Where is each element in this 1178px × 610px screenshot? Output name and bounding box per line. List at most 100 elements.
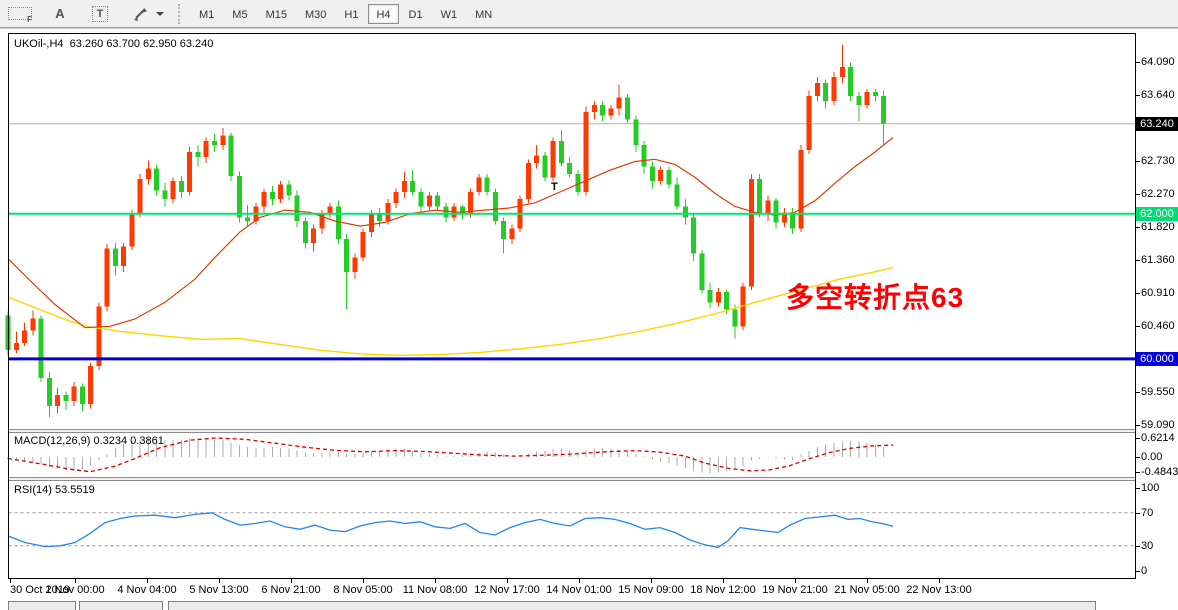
price-badge-60.000[interactable]: 60.000: [1136, 351, 1178, 366]
panel-divider-2[interactable]: [8, 477, 1136, 481]
candle-body: [178, 181, 184, 192]
candle-body: [96, 306, 102, 367]
tf-button-M5[interactable]: M5: [232, 8, 248, 21]
chart-annotation-text[interactable]: 多空转折点63: [786, 282, 965, 313]
arrow-objects-icon[interactable]: [128, 3, 152, 25]
tf-button-W1[interactable]: W1: [440, 8, 458, 21]
candle-body: [575, 173, 581, 192]
candle-body: [261, 191, 267, 207]
candlestick-series: [5, 44, 887, 418]
candle-body: [344, 239, 350, 272]
price-badge-63.240: 63.240: [1136, 116, 1178, 131]
candle-body: [864, 91, 870, 105]
rsi-axis-label: 100: [1141, 482, 1160, 494]
bottom-tab-1[interactable]: [8, 601, 76, 610]
candle-body: [220, 135, 226, 145]
candle-body: [71, 386, 77, 402]
tf-button-D1[interactable]: D1: [408, 8, 423, 21]
bottom-tab-2[interactable]: [79, 601, 163, 610]
candle-body: [591, 104, 597, 113]
candle-body: [757, 178, 763, 214]
price-axis-label: 61.360: [1141, 254, 1175, 267]
price-badge-62.000[interactable]: 62.000: [1136, 206, 1178, 221]
candle-body: [773, 200, 779, 223]
price-axis-tick: [1136, 391, 1140, 393]
price-axis-tick: [1136, 194, 1140, 196]
time-axis-label: 30 Oct 2019: [10, 584, 70, 596]
candle-body: [112, 248, 118, 267]
candle-body: [443, 206, 449, 218]
time-axis-tick: [579, 579, 580, 583]
candle-body: [154, 168, 160, 191]
candle-body: [823, 83, 829, 102]
candle-body: [203, 141, 209, 158]
dropdown-caret-icon[interactable]: [156, 11, 164, 16]
ma-slow-line: [7, 266, 894, 357]
candle-body: [79, 386, 85, 404]
time-axis-label: 18 Nov 12:00: [690, 584, 756, 596]
tf-button-H1[interactable]: H1: [344, 8, 359, 21]
macd-axis-tick: [1136, 437, 1140, 439]
time-axis-label: 1 Nov 00:00: [45, 584, 105, 596]
timeframe-buttons: M1 M5 M15 M30 H1 H4 D1 W1 MN: [190, 3, 501, 24]
time-axis-tick: [291, 579, 292, 583]
text-tool-icon[interactable]: T: [88, 3, 112, 25]
candle-body: [121, 246, 127, 267]
candle-body: [798, 149, 804, 229]
time-axis-label: 11 Nov 08:00: [402, 584, 468, 596]
candle-body: [63, 395, 69, 402]
candle-body: [22, 330, 28, 343]
time-axis-tick: [219, 579, 220, 583]
time-axis-label: 14 Nov 01:00: [546, 584, 612, 596]
time-axis-tick: [795, 579, 796, 583]
label-tool-icon[interactable]: A: [55, 6, 65, 21]
candle-body: [848, 67, 854, 97]
macd-axis-tick: [1136, 471, 1140, 473]
tf-button-MN[interactable]: MN: [475, 8, 493, 21]
rsi-axis-tick: [1136, 570, 1140, 572]
candle-body: [162, 190, 168, 200]
candle-body: [30, 318, 36, 331]
candle-body: [748, 178, 754, 287]
candle-body: [286, 184, 292, 196]
time-axis-label: 19 Nov 21:00: [762, 584, 828, 596]
tf-button-M1[interactable]: M1: [199, 8, 215, 21]
candle-body: [145, 168, 151, 179]
candle-body: [104, 248, 110, 307]
candle-body: [468, 191, 474, 214]
rsi-axis-label: 30: [1141, 539, 1154, 552]
candle-body: [658, 170, 664, 182]
candle-body: [534, 155, 540, 163]
price-axis-tick: [1136, 62, 1140, 63]
fibo-tool-icon[interactable]: F: [8, 3, 32, 25]
chart-window: UKOil-,H4 63.260 63.700 62.950 63.240 MA…: [0, 29, 1178, 610]
price-axis-tick: [1136, 260, 1140, 262]
time-axis-tick: [363, 579, 364, 583]
tf-button-M30[interactable]: M30: [304, 8, 327, 21]
price-axis-label: 62.270: [1141, 188, 1175, 201]
candle-body: [484, 177, 490, 192]
macd-axis-label: 0.6214: [1141, 431, 1175, 444]
candle-body: [195, 152, 201, 158]
candle-body: [509, 228, 515, 240]
chart-canvas[interactable]: [0, 29, 1178, 610]
candle-body: [715, 292, 721, 303]
candle-body: [707, 289, 713, 303]
price-axis-label: 62.730: [1141, 154, 1175, 167]
bottom-tab-3[interactable]: [168, 601, 1096, 610]
candle-body: [699, 253, 705, 290]
text-object-anchor[interactable]: T: [551, 181, 558, 193]
candle-body: [616, 97, 622, 109]
candle-body: [814, 83, 820, 97]
candle-body: [674, 184, 680, 207]
tf-button-H4[interactable]: H4: [368, 3, 399, 24]
candle-body: [377, 213, 383, 221]
candle-body: [410, 181, 416, 192]
macd-axis-label: 0.00: [1141, 451, 1163, 463]
panel-divider-1[interactable]: [8, 429, 1136, 433]
price-axis-tick: [1136, 292, 1140, 294]
candle-body: [385, 202, 391, 221]
tf-button-M15[interactable]: M15: [265, 8, 287, 21]
price-axis-label: 59.550: [1141, 385, 1175, 398]
candle-body: [368, 213, 374, 232]
